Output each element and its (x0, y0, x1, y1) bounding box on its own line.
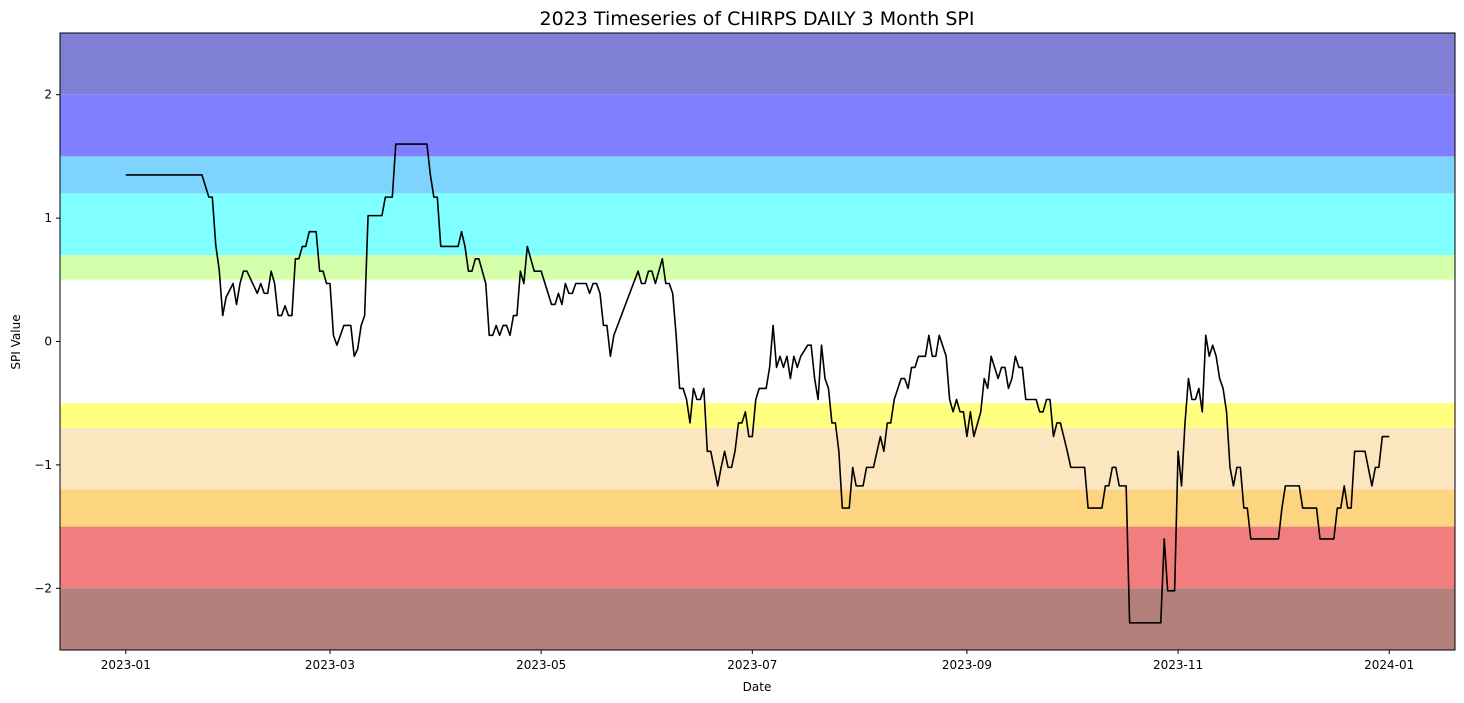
x-tick-label-1: 2023-03 (305, 658, 355, 672)
spi-line-layer (125, 143, 1390, 624)
x-tick-label-6: 2024-01 (1364, 658, 1414, 672)
y-axis-label: SPI Value (9, 314, 23, 369)
spi-band-6 (60, 403, 1455, 428)
chart-title: 2023 Timeseries of CHIRPS DAILY 3 Month … (540, 8, 975, 30)
y-tick-label-3: 1 (44, 211, 52, 225)
y-tick-label-1: −1 (34, 458, 52, 472)
x-axis-ticks: 2023-01 2023-03 2023-05 2023-07 2023-09 2023-… (101, 650, 1414, 672)
spi-band-4 (60, 255, 1455, 280)
spi-series-line-0 (125, 143, 1390, 624)
x-tick-label-3: 2023-07 (727, 658, 777, 672)
spi-band-10 (60, 588, 1455, 650)
y-tick-label-0: −2 (34, 581, 52, 595)
spi-band-0 (60, 33, 1455, 95)
spi-band-9 (60, 526, 1455, 589)
spi-band-3 (60, 193, 1455, 256)
x-tick-label-0: 2023-01 (101, 658, 151, 672)
x-tick-label-4: 2023-09 (942, 658, 992, 672)
x-axis-label: Date (743, 680, 772, 694)
y-tick-label-2: 0 (44, 335, 52, 349)
spi-band-5 (60, 279, 1455, 404)
x-tick-label-5: 2023-11 (1153, 658, 1203, 672)
spi-band-7 (60, 427, 1455, 490)
spi-band-1 (60, 94, 1455, 157)
x-tick-label-2: 2023-05 (516, 658, 566, 672)
spi-category-bands (60, 33, 1455, 650)
y-axis-ticks: −2 −1 0 1 2 (34, 88, 60, 595)
spi-band-2 (60, 156, 1455, 194)
y-tick-label-4: 2 (44, 88, 52, 102)
spi-band-8 (60, 489, 1455, 527)
